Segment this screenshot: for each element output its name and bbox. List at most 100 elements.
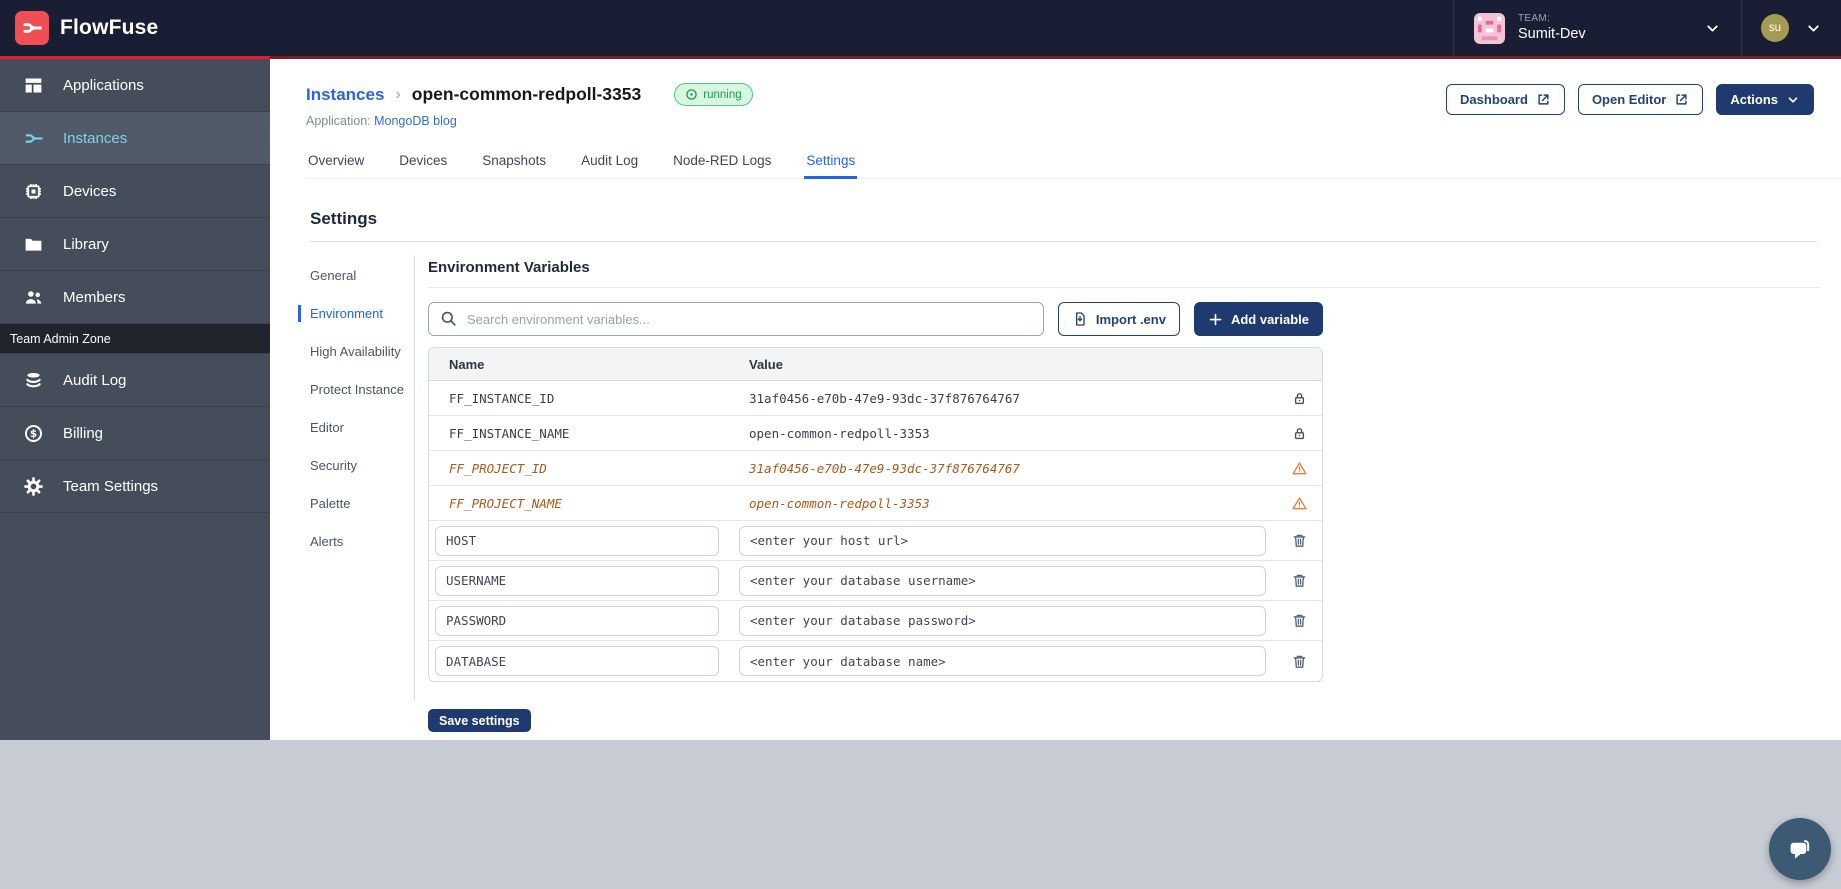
header-buttons: Dashboard Open Editor Actions bbox=[1446, 84, 1814, 115]
actions-button-label: Actions bbox=[1730, 92, 1778, 107]
sidebar-item-devices[interactable]: Devices bbox=[0, 165, 270, 218]
settings-nav-protect-instance[interactable]: Protect Instance bbox=[310, 382, 404, 397]
trash-icon[interactable] bbox=[1276, 653, 1322, 670]
open-editor-button-label: Open Editor bbox=[1591, 92, 1667, 107]
sidebar-item-audit-log[interactable]: Audit Log bbox=[0, 354, 270, 407]
env-value-input[interactable] bbox=[739, 605, 1266, 636]
env-value-input[interactable] bbox=[739, 646, 1266, 676]
chat-icon bbox=[1790, 840, 1810, 859]
settings-nav-security[interactable]: Security bbox=[310, 458, 357, 473]
tab-overview[interactable]: Overview bbox=[308, 153, 365, 168]
sidebar-item-label: Billing bbox=[63, 424, 104, 442]
team-admin-zone-label: Team Admin Zone bbox=[0, 324, 270, 354]
env-value-input[interactable] bbox=[739, 525, 1266, 556]
sidebar-item-billing[interactable]: $ Billing bbox=[0, 407, 270, 460]
brand-name: FlowFuse bbox=[60, 16, 159, 39]
sidebar-item-label: Instances bbox=[63, 129, 128, 147]
sidebar-item-members[interactable]: Members bbox=[0, 271, 270, 324]
chevron-down-icon bbox=[1788, 96, 1798, 103]
user-menu[interactable]: su bbox=[1741, 0, 1841, 56]
status-badge: running bbox=[674, 83, 753, 106]
env-name-input[interactable] bbox=[435, 525, 719, 556]
settings-heading: Settings bbox=[310, 209, 378, 228]
save-settings-button[interactable]: Save settings bbox=[428, 709, 531, 732]
table-row: FF_INSTANCE_ID 31af0456-e70b-47e9-93dc-3… bbox=[429, 381, 1322, 416]
open-editor-button[interactable]: Open Editor bbox=[1577, 84, 1704, 115]
brand-logo[interactable]: FlowFuse bbox=[0, 0, 270, 56]
team-label: TEAM: bbox=[1518, 12, 1551, 24]
warning-icon bbox=[1276, 495, 1322, 512]
trash-icon[interactable] bbox=[1276, 572, 1322, 589]
sidebar-item-applications[interactable]: Applications bbox=[0, 59, 270, 112]
settings-nav-alerts[interactable]: Alerts bbox=[310, 534, 344, 549]
application-label: Application: bbox=[306, 114, 371, 128]
settings-nav-high-availability[interactable]: High Availability bbox=[310, 344, 401, 359]
env-name-input[interactable] bbox=[435, 565, 719, 596]
settings-nav-environment[interactable]: Environment bbox=[298, 305, 414, 322]
tab-devices[interactable]: Devices bbox=[399, 153, 448, 168]
dashboard-button[interactable]: Dashboard bbox=[1446, 84, 1565, 115]
trash-icon[interactable] bbox=[1276, 612, 1322, 629]
main-content: Instances › open-common-redpoll-3353 run… bbox=[270, 59, 1841, 740]
tab-snapshots[interactable]: Snapshots bbox=[482, 153, 547, 168]
import-env-button-label: Import .env bbox=[1095, 311, 1166, 327]
team-name: Sumit-Dev bbox=[1518, 26, 1586, 43]
environment-variables-panel: Environment Variables Import .env Add va… bbox=[428, 259, 1820, 732]
sidebar-item-label: Members bbox=[63, 288, 126, 306]
settings-nav-editor[interactable]: Editor bbox=[310, 420, 344, 435]
sidebar-item-label: Audit Log bbox=[63, 371, 127, 389]
chevron-down-icon bbox=[1704, 20, 1721, 37]
users-icon bbox=[23, 287, 44, 308]
status-text: running bbox=[703, 88, 742, 101]
env-name: FF_PROJECT_ID bbox=[449, 460, 547, 476]
env-name: FF_INSTANCE_NAME bbox=[449, 425, 570, 441]
breadcrumb-instances-link[interactable]: Instances bbox=[306, 84, 385, 104]
table-row: FF_PROJECT_NAME open-common-redpoll-3353 bbox=[429, 486, 1322, 521]
lock-icon bbox=[1276, 425, 1322, 442]
application-line: Application: MongoDB blog bbox=[306, 114, 457, 128]
chip-icon bbox=[23, 181, 44, 202]
env-name: FF_PROJECT_NAME bbox=[449, 495, 562, 511]
env-value-input[interactable] bbox=[739, 565, 1266, 596]
running-status-icon bbox=[686, 89, 698, 100]
lock-icon bbox=[1276, 390, 1322, 407]
folder-icon bbox=[23, 234, 44, 255]
team-selector[interactable]: TEAM: Sumit-Dev bbox=[1453, 0, 1741, 56]
brand-accent-line bbox=[0, 56, 1841, 59]
chevron-down-icon bbox=[1805, 20, 1822, 37]
user-avatar: su bbox=[1761, 14, 1789, 42]
chat-widget-button[interactable] bbox=[1769, 818, 1831, 880]
team-avatar bbox=[1474, 12, 1505, 44]
import-file-icon bbox=[1075, 312, 1085, 326]
settings-nav-palette[interactable]: Palette bbox=[310, 496, 351, 511]
dollar-icon: $ bbox=[23, 423, 44, 444]
env-name-input[interactable] bbox=[435, 646, 719, 676]
tab-node-red-logs[interactable]: Node-RED Logs bbox=[673, 153, 772, 168]
page-title: open-common-redpoll-3353 bbox=[411, 84, 642, 104]
tab-audit-log[interactable]: Audit Log bbox=[581, 153, 639, 168]
import-env-button[interactable]: Import .env bbox=[1057, 302, 1180, 336]
breadcrumb-separator: › bbox=[395, 85, 401, 103]
sidebar: Applications Instances Devices Library M… bbox=[0, 59, 270, 740]
add-variable-button[interactable]: Add variable bbox=[1193, 302, 1323, 336]
instance-tabs: Overview Devices Snapshots Audit Log Nod… bbox=[306, 147, 1841, 179]
settings-nav: General Environment High Availability Pr… bbox=[298, 267, 414, 571]
application-link[interactable]: MongoDB blog bbox=[374, 114, 457, 128]
settings-nav-general[interactable]: General bbox=[310, 268, 357, 283]
add-variable-button-label: Add variable bbox=[1230, 311, 1309, 327]
search-input[interactable] bbox=[428, 302, 1044, 336]
actions-button[interactable]: Actions bbox=[1716, 84, 1814, 115]
applications-icon bbox=[23, 75, 44, 96]
trash-icon[interactable] bbox=[1276, 532, 1322, 549]
env-name-input[interactable] bbox=[435, 605, 719, 636]
sidebar-item-label: Team Settings bbox=[63, 477, 159, 495]
tab-settings[interactable]: Settings bbox=[804, 147, 857, 179]
settings-divider bbox=[310, 241, 1817, 242]
env-value: open-common-redpoll-3353 bbox=[749, 495, 930, 511]
instances-icon bbox=[23, 128, 44, 149]
sidebar-item-instances[interactable]: Instances bbox=[0, 112, 270, 165]
plus-icon bbox=[1209, 313, 1222, 325]
svg-text:$: $ bbox=[30, 428, 37, 440]
sidebar-item-team-settings[interactable]: Team Settings bbox=[0, 460, 270, 513]
sidebar-item-library[interactable]: Library bbox=[0, 218, 270, 271]
